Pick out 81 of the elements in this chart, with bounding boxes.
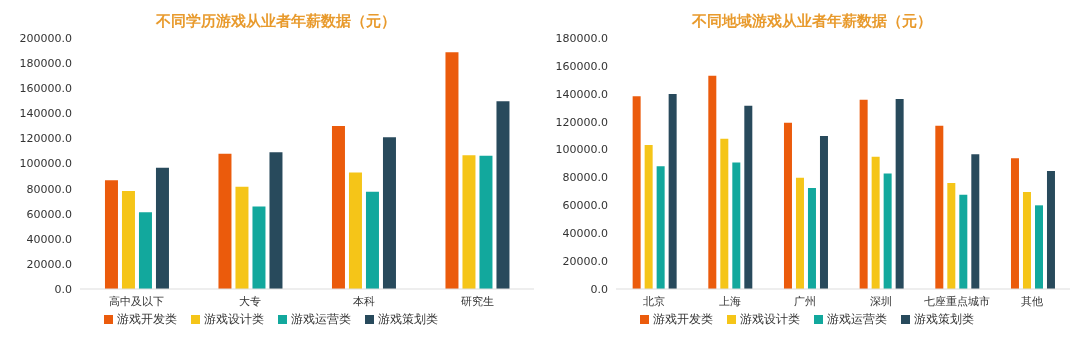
y-tick-label: 180000.0 xyxy=(555,31,608,45)
x-tick-label: 其他 xyxy=(1021,294,1044,308)
x-tick-label: 北京 xyxy=(642,294,665,308)
bar xyxy=(1010,158,1019,289)
legend-label: 游戏设计类 xyxy=(203,311,264,328)
bar xyxy=(104,180,118,289)
bar xyxy=(1046,170,1055,289)
y-tick-label: 0.0 xyxy=(590,282,608,296)
bar xyxy=(1034,205,1043,289)
bar xyxy=(644,145,653,289)
bar xyxy=(807,187,816,289)
bar xyxy=(121,190,135,289)
x-tick-label: 大专 xyxy=(239,294,262,308)
bar xyxy=(365,191,379,289)
bar xyxy=(895,98,904,289)
bar xyxy=(269,152,283,289)
y-tick-label: 20000.0 xyxy=(562,255,608,269)
y-tick-label: 140000.0 xyxy=(555,87,608,101)
bar xyxy=(496,101,510,289)
legend-label: 游戏设计类 xyxy=(739,311,800,328)
y-tick-label: 140000.0 xyxy=(19,107,72,121)
y-tick-label: 20000.0 xyxy=(26,257,72,271)
bar xyxy=(744,105,753,289)
bar xyxy=(871,156,880,289)
x-tick-label: 七座重点城市 xyxy=(923,294,990,308)
legend-label: 游戏开发类 xyxy=(116,311,177,328)
bar xyxy=(959,194,968,289)
legend-label: 游戏策划类 xyxy=(913,311,974,328)
y-tick-label: 60000.0 xyxy=(26,207,72,221)
bar xyxy=(348,172,362,289)
bar xyxy=(819,136,828,289)
bar xyxy=(445,52,459,289)
legend-label: 游戏运营类 xyxy=(290,311,351,328)
bar xyxy=(218,153,232,289)
bar xyxy=(935,125,944,289)
chart-title: 不同地域游戏从业者年薪数据（元） xyxy=(692,12,932,30)
bar xyxy=(235,186,249,289)
x-tick-label: 高中及以下 xyxy=(109,294,165,308)
y-tick-label: 100000.0 xyxy=(555,143,608,157)
bar xyxy=(720,138,729,289)
legend-label: 游戏运营类 xyxy=(826,311,887,328)
bar xyxy=(795,177,804,289)
y-tick-label: 180000.0 xyxy=(19,57,72,71)
x-tick-label: 研究生 xyxy=(460,294,494,308)
bar xyxy=(462,155,476,289)
bar xyxy=(252,206,266,289)
bar xyxy=(382,137,396,289)
legend-label: 游戏策划类 xyxy=(377,311,438,328)
y-tick-label: 40000.0 xyxy=(26,232,72,246)
bar xyxy=(331,125,345,289)
x-tick-label: 本科 xyxy=(352,294,375,308)
y-tick-label: 120000.0 xyxy=(555,115,608,129)
legend-label: 游戏开发类 xyxy=(652,311,713,328)
y-tick-label: 80000.0 xyxy=(562,171,608,185)
y-tick-label: 40000.0 xyxy=(562,227,608,241)
bar xyxy=(479,155,493,289)
bar xyxy=(1022,192,1031,289)
x-tick-label: 深圳 xyxy=(869,294,892,308)
bar xyxy=(971,154,980,289)
y-tick-label: 0.0 xyxy=(54,282,72,296)
bar xyxy=(632,96,641,289)
bar xyxy=(138,212,152,289)
y-tick-label: 100000.0 xyxy=(19,157,72,171)
y-tick-label: 60000.0 xyxy=(562,199,608,213)
y-tick-label: 160000.0 xyxy=(555,59,608,73)
y-tick-label: 200000.0 xyxy=(19,31,72,45)
bar xyxy=(656,166,665,289)
bar xyxy=(947,183,956,289)
y-tick-label: 120000.0 xyxy=(19,132,72,146)
chart-title: 不同学历游戏从业者年薪数据（元） xyxy=(156,12,396,30)
bar xyxy=(708,75,717,289)
x-tick-label: 上海 xyxy=(718,294,741,308)
bar xyxy=(783,122,792,289)
bar xyxy=(883,173,892,289)
bar xyxy=(732,162,741,289)
bar xyxy=(155,167,169,289)
bar xyxy=(859,99,868,289)
y-tick-label: 160000.0 xyxy=(19,82,72,96)
y-tick-label: 80000.0 xyxy=(26,182,72,196)
x-tick-label: 广州 xyxy=(794,294,817,308)
bar xyxy=(668,94,677,289)
